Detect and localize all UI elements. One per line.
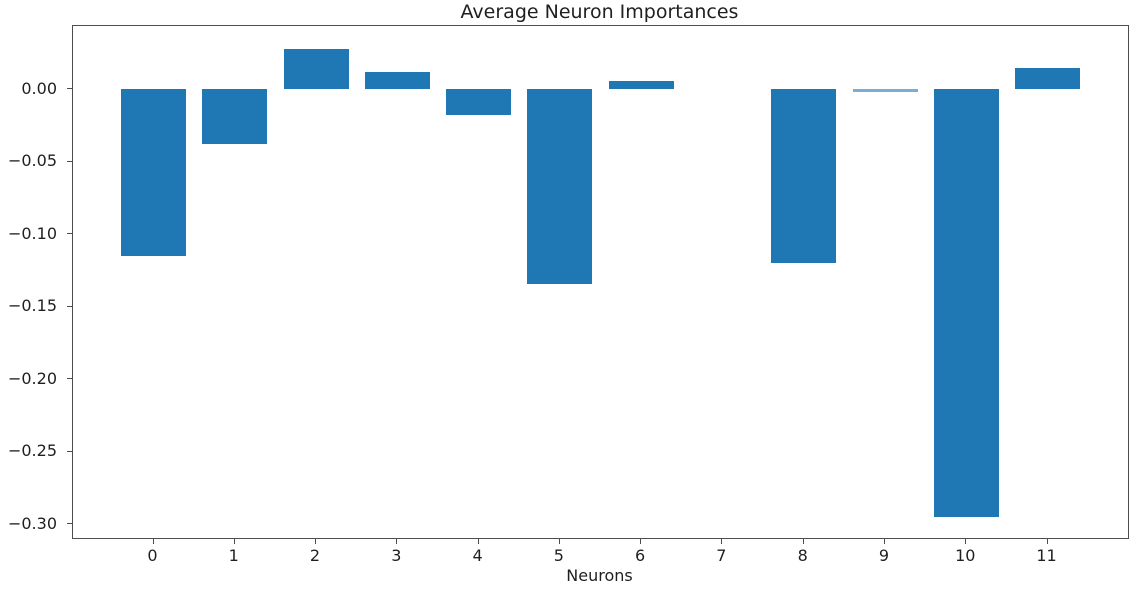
plot-area (72, 25, 1129, 539)
x-tick-label: 0 (147, 546, 158, 565)
x-tick-label: 7 (716, 546, 727, 565)
x-tickmark (640, 539, 642, 544)
x-tickmark (477, 539, 479, 544)
x-tick-label: 10 (955, 546, 976, 565)
y-tick-label: −0.30 (7, 513, 57, 533)
x-tickmark (558, 539, 560, 544)
y-tick-label: −0.10 (7, 223, 57, 243)
y-tickmark (67, 305, 72, 307)
x-tick-label: 6 (635, 546, 646, 565)
x-tick-label: 1 (228, 546, 239, 565)
x-tickmark (1046, 539, 1048, 544)
y-tick-label: −0.25 (7, 441, 57, 461)
bar-neuron-8 (771, 89, 837, 264)
y-tickmark (67, 233, 72, 235)
x-tick-label: 8 (797, 546, 808, 565)
y-tickmark (67, 160, 72, 162)
y-tickmark (67, 88, 72, 90)
y-tick-label: −0.05 (7, 151, 57, 171)
y-tickmark (67, 378, 72, 380)
y-tickmark (67, 523, 72, 525)
y-tickmark (67, 450, 72, 452)
x-tick-label: 5 (553, 546, 564, 565)
x-tick-label: 2 (309, 546, 321, 565)
x-tick-label: 3 (391, 546, 402, 565)
x-tickmark (802, 539, 804, 544)
bar-neuron-11 (1015, 67, 1080, 90)
x-axis-label: Neurons (566, 566, 633, 585)
x-tick-label: 4 (472, 546, 483, 565)
chart-title: Average Neuron Importances (460, 1, 739, 23)
bar-neuron-3 (364, 72, 430, 90)
bar-neuron-0 (121, 89, 186, 257)
bar-neuron-5 (527, 89, 593, 284)
bar-neuron-4 (446, 89, 512, 116)
bar-neuron-10 (933, 89, 999, 518)
bar-neuron-9 (852, 89, 918, 93)
x-tickmark (396, 539, 398, 544)
bar-neuron-2 (283, 48, 349, 90)
x-tickmark (233, 539, 235, 544)
x-tickmark (884, 539, 885, 544)
x-tickmark (721, 539, 723, 544)
bar-neuron-6 (608, 80, 674, 90)
y-tick-label: 0.00 (21, 78, 57, 98)
y-tick-label: −0.20 (7, 368, 57, 388)
y-tick-label: −0.15 (7, 296, 57, 316)
x-tickmark (315, 539, 316, 544)
x-tick-label: 11 (1036, 546, 1057, 565)
x-tickmark (152, 539, 154, 544)
bar-neuron-1 (202, 89, 268, 145)
x-tickmark (965, 539, 967, 544)
x-tick-label: 9 (878, 546, 890, 565)
